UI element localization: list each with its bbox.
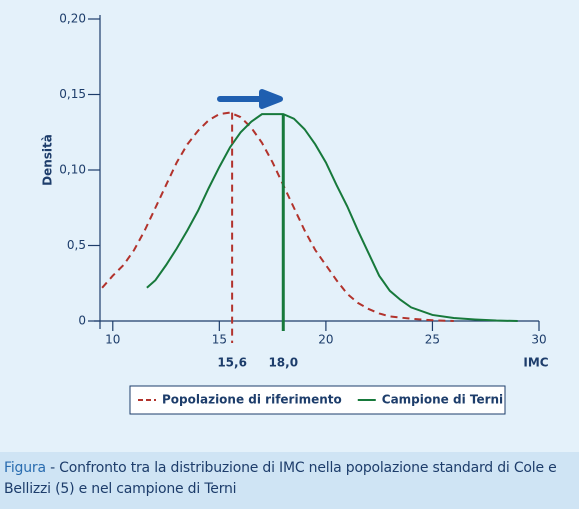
x-axis-label: IMC — [523, 356, 548, 370]
x-tick-label: 25 — [425, 333, 440, 347]
legend-label: Popolazione di riferimento — [162, 393, 342, 407]
y-tick-label: 0,15 — [59, 87, 86, 101]
x-tick-label: 20 — [318, 333, 333, 347]
y-tick-label: 0,5 — [67, 238, 86, 252]
caption-label: Figura — [4, 460, 46, 476]
legend-box — [129, 385, 506, 415]
y-axis-label: Densità — [41, 134, 55, 186]
shift-arrow — [217, 89, 283, 109]
legend-label: Campione di Terni — [382, 393, 503, 407]
caption-text: - Confronto tra la distribuzione di IMC … — [4, 460, 557, 497]
marker-label: 18,0 — [268, 356, 298, 370]
chart: Densità IMC 0 0,5 0,10 0,15 0,20 10 15 20 25 30 15… — [41, 12, 549, 415]
y-tick-label: 0 — [78, 314, 86, 328]
caption: Figura - Confronto tra la distribuzione … — [0, 452, 579, 509]
y-tick-label: 0,20 — [59, 12, 86, 26]
marker-label: 15,6 — [217, 356, 247, 370]
x-tick-label: 15 — [212, 333, 227, 347]
series-line — [146, 113, 518, 322]
x-tick-label: 30 — [531, 333, 546, 347]
y-tick-label: 0,10 — [59, 163, 86, 177]
series-line — [101, 111, 454, 322]
x-tick-label: 10 — [105, 333, 120, 347]
